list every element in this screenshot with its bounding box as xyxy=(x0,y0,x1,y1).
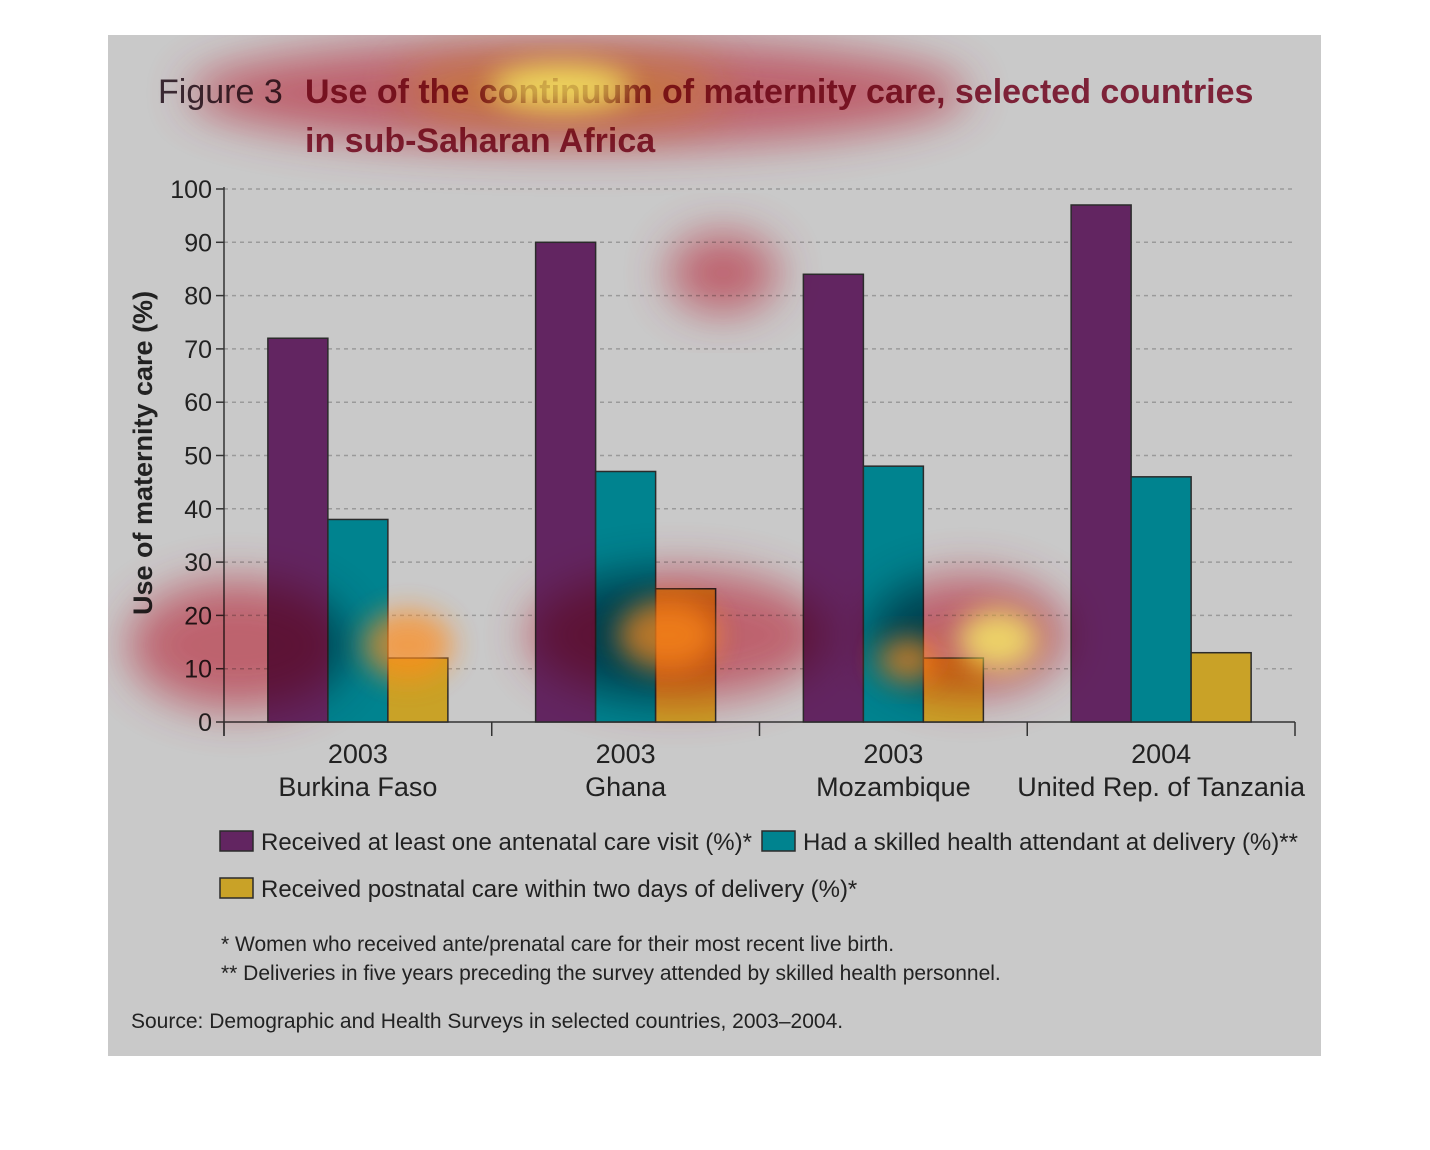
heat-hotspot xyxy=(491,65,631,109)
category-country-label: United Rep. of Tanzania xyxy=(1017,772,1306,802)
attention-heatmap-hotspots xyxy=(363,65,1038,682)
heat-blob xyxy=(128,580,348,710)
y-tick-label: 60 xyxy=(184,389,212,417)
y-tick-label: 30 xyxy=(184,549,212,577)
category-country-label: Mozambique xyxy=(816,772,971,802)
bar xyxy=(1130,476,1192,723)
legend-swatch xyxy=(219,830,254,852)
legend-swatch xyxy=(219,877,254,899)
y-tick-label: 70 xyxy=(184,336,212,364)
y-axis-label: Use of maternity care (%) xyxy=(128,291,158,615)
footnote-2: ** Deliveries in five years preceding th… xyxy=(221,962,1001,985)
y-tick-label: 50 xyxy=(184,443,212,471)
figure-panel: Figure 3 Use of the continuum of materni… xyxy=(108,35,1321,1056)
category-year-label: 2003 xyxy=(863,739,923,769)
category-year-label: 2003 xyxy=(328,739,388,769)
category-country-label: Burkina Faso xyxy=(278,772,437,802)
legend-label: Received at least one antenatal care vis… xyxy=(261,829,752,856)
y-tick-label: 0 xyxy=(198,709,212,737)
heat-hotspot xyxy=(878,638,938,682)
y-tick-label: 90 xyxy=(184,229,212,257)
y-tick-label: 100 xyxy=(170,176,212,204)
heat-hotspot xyxy=(363,610,453,680)
legend-swatch xyxy=(761,830,796,852)
heat-hotspot xyxy=(618,600,718,670)
heat-hotspot xyxy=(958,610,1038,670)
legend: Received at least one antenatal care vis… xyxy=(219,829,1298,903)
source-note: Source: Demographic and Health Surveys i… xyxy=(131,1010,843,1033)
bar xyxy=(1070,204,1132,723)
heat-blob xyxy=(668,233,778,313)
y-tick-label: 40 xyxy=(184,496,212,524)
category-year-label: 2003 xyxy=(596,739,656,769)
category-year-label: 2004 xyxy=(1131,739,1191,769)
legend-label: Had a skilled health attendant at delive… xyxy=(803,829,1298,856)
chart: Figure 3 Use of the continuum of materni… xyxy=(128,38,1306,1033)
legend-label: Received postnatal care within two days … xyxy=(261,876,857,903)
y-tick-label: 80 xyxy=(184,283,212,311)
footnote-1: * Women who received ante/prenatal care … xyxy=(221,933,894,956)
category-country-label: Ghana xyxy=(585,772,667,802)
bar xyxy=(1190,651,1252,723)
